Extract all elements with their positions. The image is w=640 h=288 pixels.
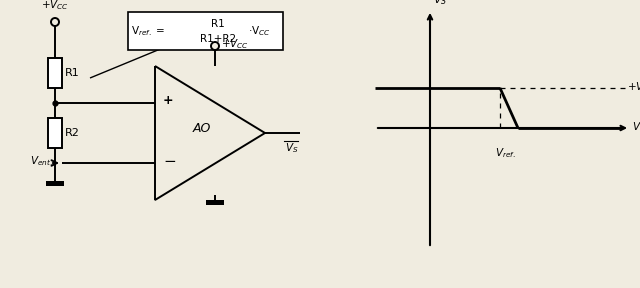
FancyBboxPatch shape xyxy=(128,12,283,50)
Circle shape xyxy=(51,18,59,26)
Bar xyxy=(48,58,62,88)
Text: AO: AO xyxy=(193,122,211,134)
Text: V$_S$: V$_S$ xyxy=(285,141,299,155)
Text: R1+R2: R1+R2 xyxy=(200,34,236,44)
Text: +V$_{CC}$: +V$_{CC}$ xyxy=(41,0,69,12)
Bar xyxy=(46,181,64,186)
Text: −: − xyxy=(163,154,176,168)
Text: ·V$_{CC}$: ·V$_{CC}$ xyxy=(248,24,271,38)
Bar xyxy=(206,200,224,205)
Text: V$_{ref.}$: V$_{ref.}$ xyxy=(495,146,515,160)
Text: R1: R1 xyxy=(65,68,80,78)
Text: V$_{ref.}$ =: V$_{ref.}$ = xyxy=(131,24,166,38)
Text: +V$_{CC}$: +V$_{CC}$ xyxy=(627,80,640,94)
Text: +: + xyxy=(163,94,173,107)
Text: R1: R1 xyxy=(211,19,225,29)
Text: V$_{ent.}$: V$_{ent.}$ xyxy=(30,154,52,168)
Text: +V$_{CC}$: +V$_{CC}$ xyxy=(221,37,249,51)
Text: V$_S$: V$_S$ xyxy=(433,0,447,7)
Text: R2: R2 xyxy=(65,128,80,138)
Bar xyxy=(48,118,62,148)
Text: V$_{ent.}$: V$_{ent.}$ xyxy=(632,120,640,134)
Circle shape xyxy=(211,42,219,50)
